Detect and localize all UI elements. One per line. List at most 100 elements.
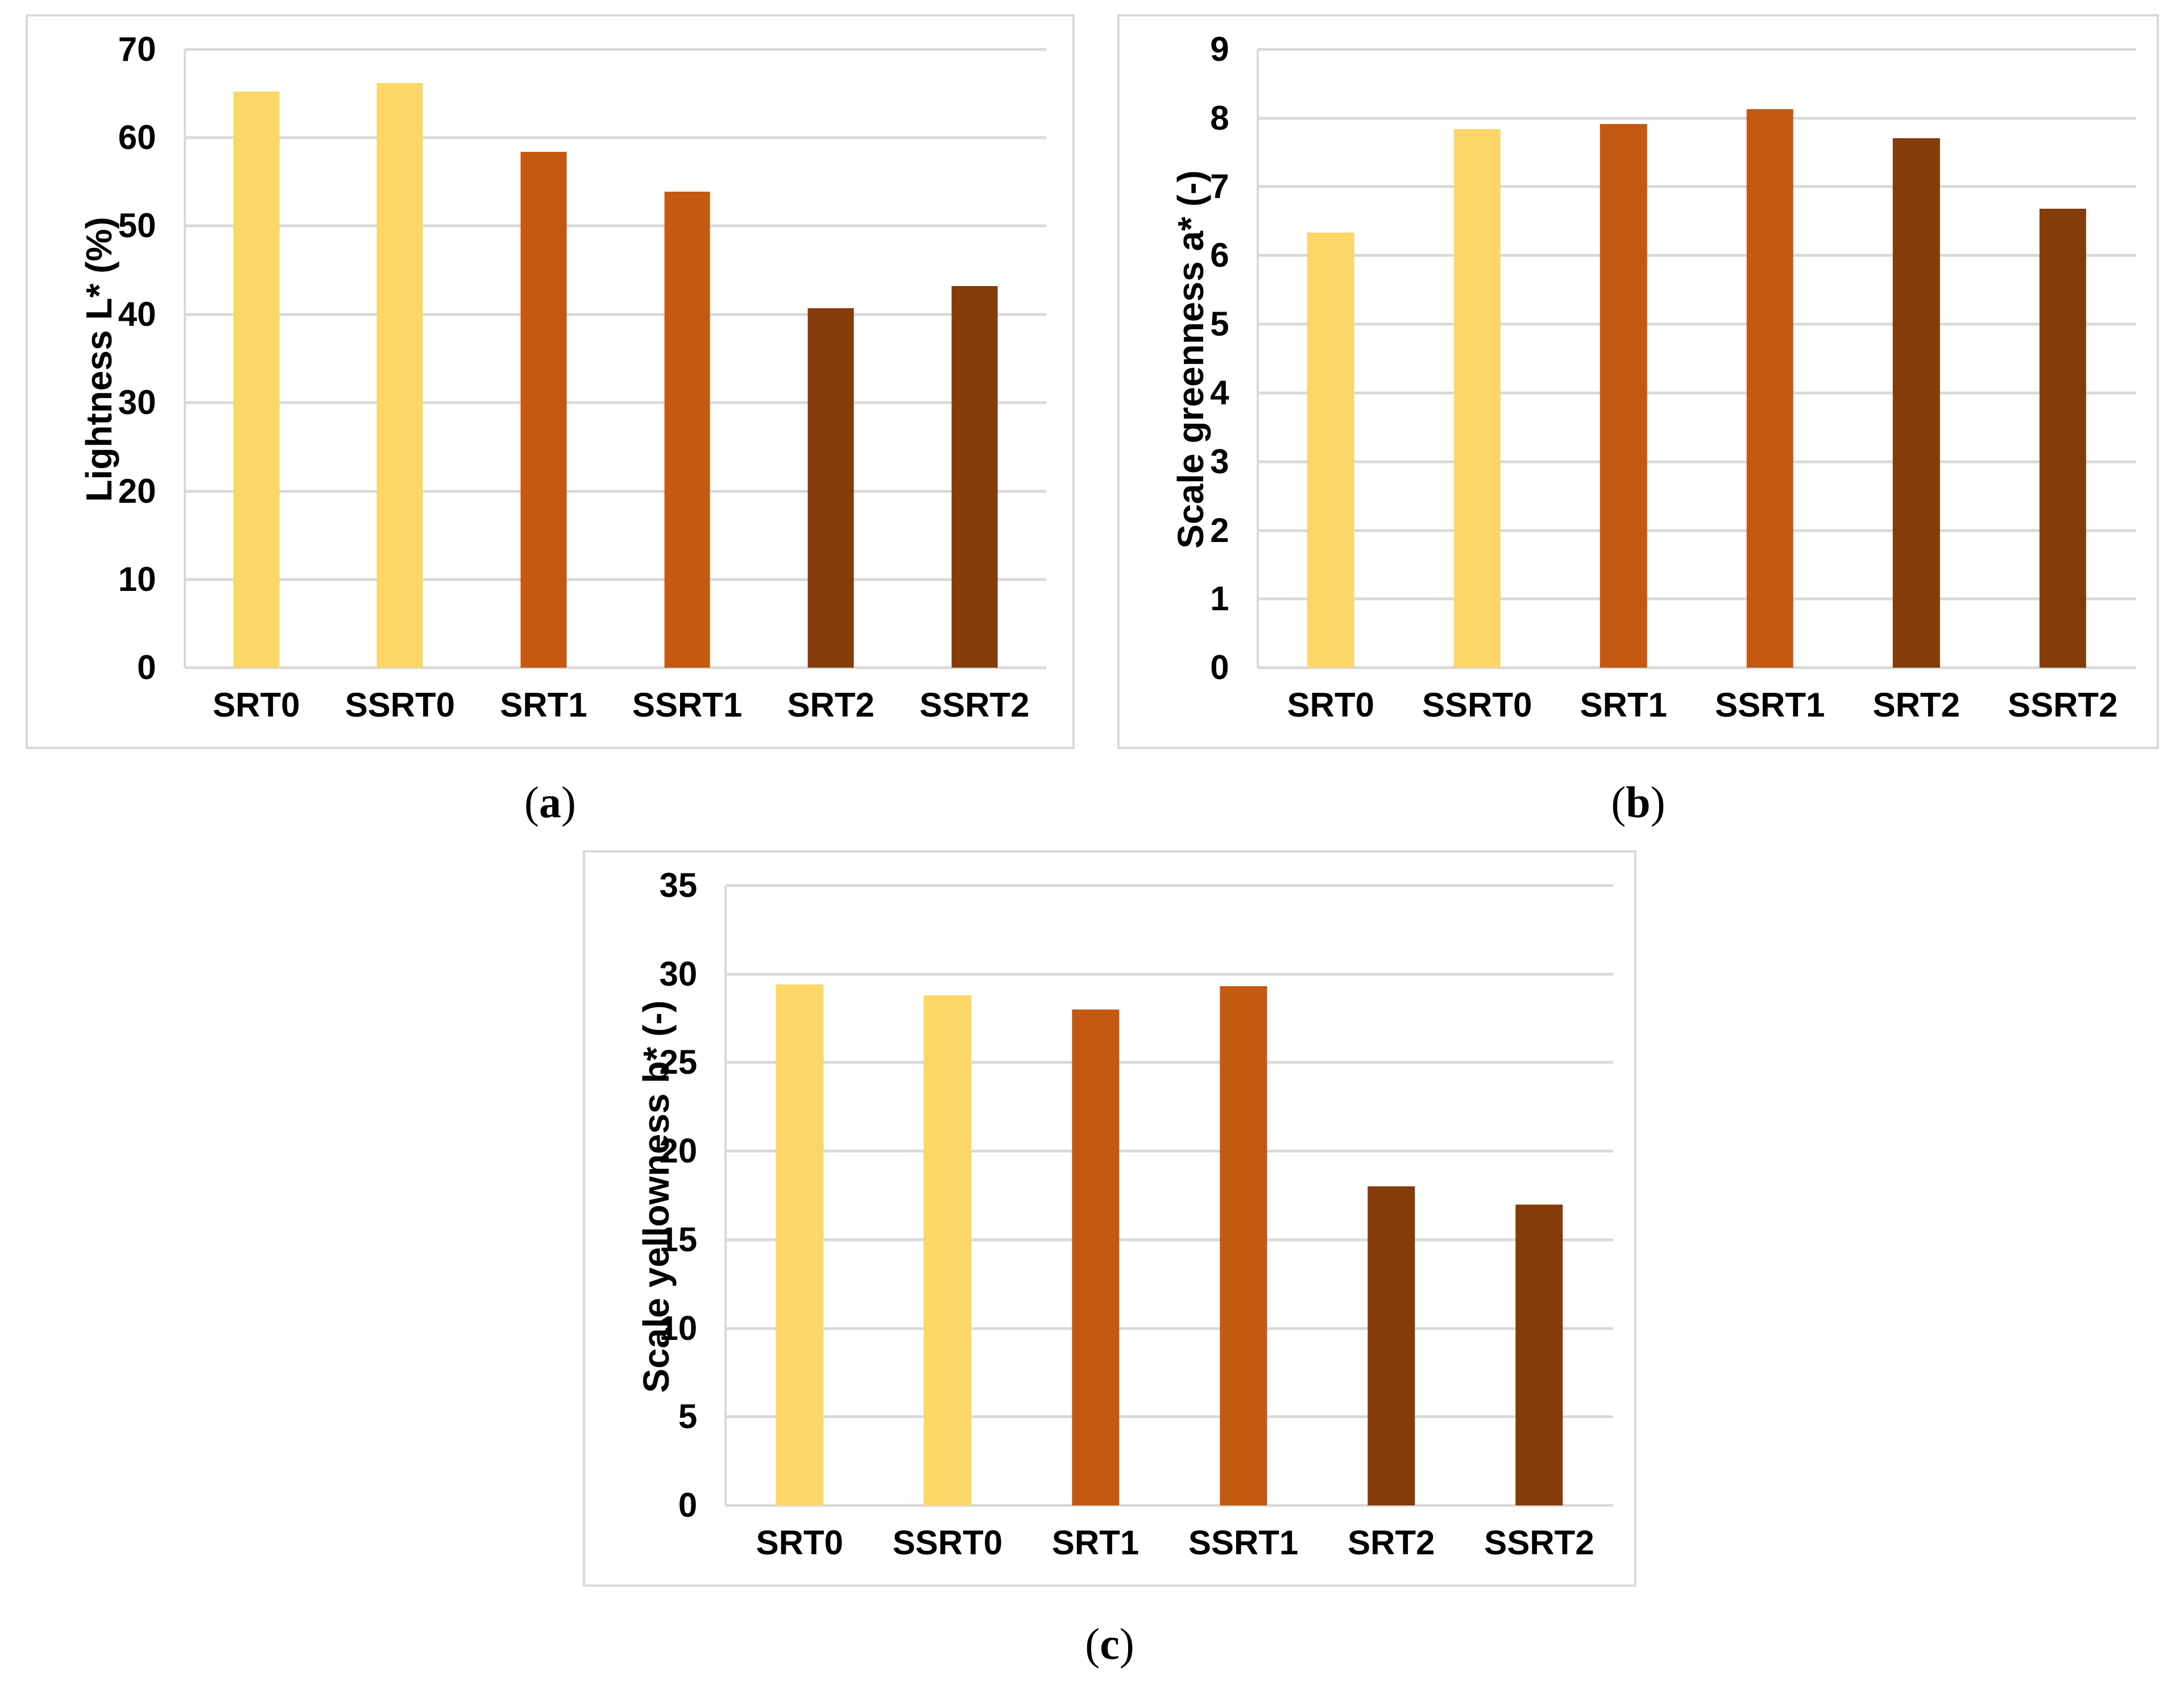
plot-area: 0 10 20 30 40 50 60 70 <box>118 32 1047 685</box>
gridline <box>726 1061 1614 1064</box>
x-category-label: SRT1 <box>1580 685 1667 724</box>
y-tick-label: 9 <box>1210 30 1229 68</box>
x-category-label: SRT1 <box>1051 1523 1139 1562</box>
x-category-label: SSRT0 <box>345 685 455 724</box>
x-category-label: SRT1 <box>500 685 587 724</box>
caption-paren: ( <box>1085 1619 1100 1669</box>
bar-SRT0 <box>1307 233 1354 668</box>
gridline <box>1257 666 2136 669</box>
caption-letter: c <box>1100 1619 1120 1669</box>
bar-SRT1 <box>520 152 567 668</box>
caption-letter: b <box>1626 777 1651 827</box>
x-axis-labels: SRT0 SSRT0 SRT1 SSRT1 SRT2 SSRT2 <box>185 685 1047 726</box>
gridline <box>1257 254 2136 257</box>
x-category-label: SRT0 <box>213 685 300 724</box>
y-tick-label: 30 <box>118 383 156 422</box>
gridline <box>184 48 1047 51</box>
gridline <box>184 666 1047 669</box>
gridline <box>726 1504 1614 1507</box>
bar-SSRT0 <box>1453 129 1501 668</box>
caption-b: (b) <box>1117 778 2159 827</box>
gridline <box>726 1415 1614 1418</box>
bar-SSRT2 <box>1515 1204 1563 1505</box>
gridline <box>1257 529 2136 532</box>
y-tick-label: 40 <box>118 295 156 333</box>
bar-SSRT2 <box>2039 209 2086 668</box>
y-tick-label: 10 <box>118 560 156 598</box>
y-axis-line <box>724 885 727 1505</box>
gridline <box>184 401 1047 404</box>
caption-c: (c) <box>583 1620 1636 1669</box>
x-axis-labels: SRT0 SSRT0 SRT1 SSRT1 SRT2 SSRT2 <box>726 1522 1613 1563</box>
y-tick-label: 1 <box>1210 580 1229 618</box>
y-axis-title: Scale greenness a* (-) <box>1170 170 1211 549</box>
gridline <box>1257 117 2136 120</box>
bar-SRT2 <box>807 308 854 668</box>
y-tick-label: 25 <box>659 1043 698 1082</box>
bar-SRT0 <box>233 92 280 668</box>
gridline <box>1257 48 2136 51</box>
y-tick-label: 2 <box>1210 511 1229 549</box>
plot-area: 0 1 2 3 4 5 6 7 8 9 <box>1210 32 2136 685</box>
chart-panel-b: Scale greenness a* (-) 0 1 2 3 4 5 6 7 8 9 SRT0 SS… <box>1117 14 2159 749</box>
bar-SRT1 <box>1071 1009 1120 1505</box>
x-category-label: SSRT0 <box>892 1523 1003 1562</box>
gridline <box>184 313 1047 316</box>
y-tick-label: 10 <box>659 1309 698 1347</box>
y-tick-label: 35 <box>659 866 698 904</box>
y-tick-label: 0 <box>678 1486 698 1524</box>
y-tick-label: 60 <box>118 118 156 157</box>
bar-SRT2 <box>1367 1186 1415 1505</box>
chart-panel-c: Scale yellowness b* (-) 0 5 10 15 20 25 30 35 S… <box>583 850 1636 1587</box>
gridline <box>726 1238 1614 1242</box>
y-tick-label: 0 <box>1210 648 1229 687</box>
bar-SRT2 <box>1893 138 1940 668</box>
bar-SSRT2 <box>951 286 998 668</box>
y-tick-label: 6 <box>1210 236 1229 275</box>
y-tick-label: 3 <box>1210 442 1229 481</box>
x-category-label: SRT0 <box>756 1523 843 1562</box>
gridline <box>726 884 1614 887</box>
gridline <box>726 1327 1614 1330</box>
y-tick-label: 70 <box>118 30 156 68</box>
caption-paren: ) <box>1650 777 1665 827</box>
bar-SRT1 <box>1600 124 1647 668</box>
caption-paren: ) <box>1119 1619 1134 1669</box>
x-category-label: SRT2 <box>1872 685 1960 724</box>
gridline <box>726 973 1614 976</box>
gridline <box>1257 185 2136 188</box>
gridline <box>1257 460 2136 464</box>
y-tick-label: 5 <box>1210 305 1229 344</box>
bar-SSRT1 <box>1746 109 1793 668</box>
caption-letter: a <box>539 777 561 827</box>
x-category-label: SSRT2 <box>919 685 1030 724</box>
x-category-label: SSRT2 <box>2008 685 2118 724</box>
gridline <box>1257 322 2136 326</box>
bar-SSRT0 <box>377 82 423 668</box>
gridline <box>1257 391 2136 395</box>
y-tick-label: 15 <box>659 1220 698 1259</box>
y-tick-label: 4 <box>1210 373 1229 412</box>
x-category-label: SSRT1 <box>632 685 743 724</box>
bar-SSRT1 <box>664 191 710 668</box>
y-axis-line <box>1256 49 1259 668</box>
caption-paren: ) <box>561 777 576 827</box>
caption-paren: ( <box>1611 777 1626 827</box>
chart-panel-a: Lightness L* (%) 0 10 20 30 40 50 60 70 SRT0 SSR… <box>26 14 1075 749</box>
y-tick-label: 8 <box>1210 98 1229 137</box>
plot-area: 0 5 10 15 20 25 30 35 <box>659 868 1614 1522</box>
y-tick-label: 20 <box>659 1132 698 1170</box>
y-tick-label: 50 <box>118 206 156 245</box>
bar-SSRT0 <box>923 995 972 1505</box>
x-category-label: SRT2 <box>1348 1523 1435 1562</box>
y-axis-title: Lightness L* (%) <box>78 217 119 503</box>
x-category-label: SRT2 <box>787 685 875 724</box>
caption-a: (a) <box>26 778 1075 827</box>
gridline <box>184 136 1047 139</box>
gridline <box>184 490 1047 493</box>
gridline <box>726 1149 1614 1153</box>
y-tick-label: 5 <box>678 1397 698 1436</box>
gridline <box>184 224 1047 227</box>
y-axis-line <box>183 49 186 668</box>
